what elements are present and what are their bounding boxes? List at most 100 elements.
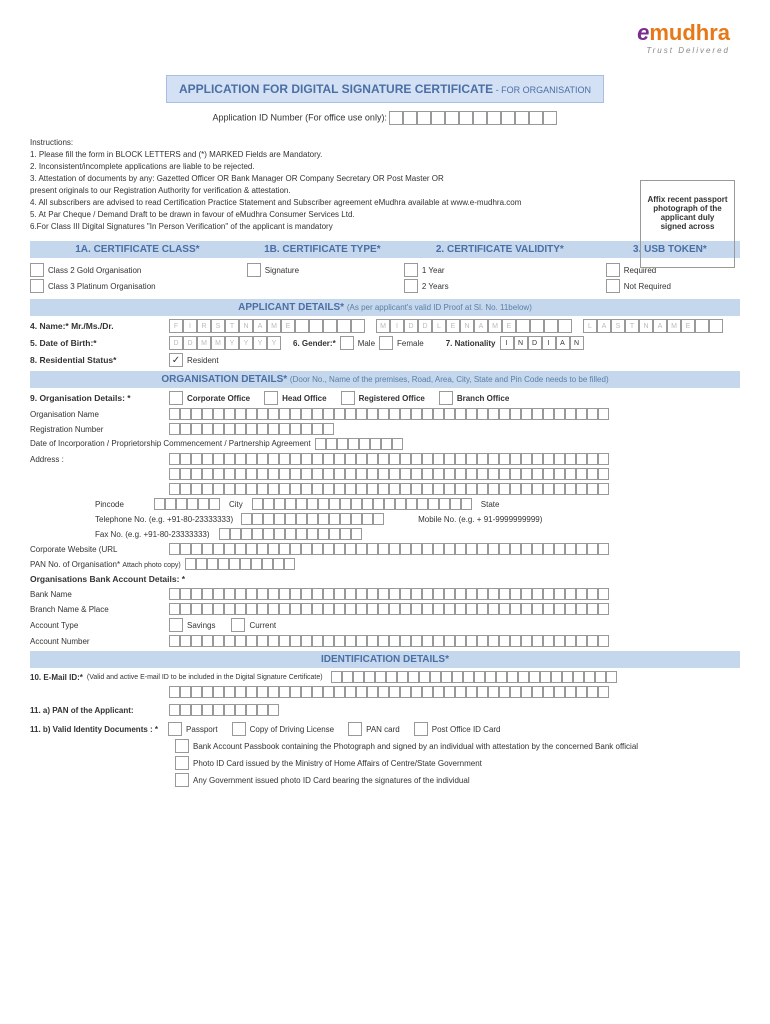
fax-boxes[interactable]	[219, 528, 362, 540]
reg-boxes[interactable]	[169, 423, 334, 435]
web-boxes[interactable]	[169, 543, 609, 555]
web-label: Corporate Website (URL	[30, 545, 165, 554]
checkbox[interactable]	[232, 722, 246, 736]
cert-validity-title: 2. CERTIFICATE VALIDITY*	[400, 241, 600, 258]
checkbox[interactable]	[404, 263, 418, 277]
cert-header: 1A. CERTIFICATE CLASS* 1B. CERTIFICATE T…	[30, 241, 740, 258]
first-name-boxes[interactable]: FIRSTNAME	[169, 319, 365, 333]
email-label: 10. E-Mail ID:*	[30, 673, 83, 682]
applicant-pan-label: 11. a) PAN of the Applicant:	[30, 706, 165, 715]
app-id-boxes[interactable]	[389, 111, 557, 125]
dob-boxes[interactable]: DDMMYYYY	[169, 336, 281, 350]
checkbox[interactable]	[175, 773, 189, 787]
org-details-label: 9. Organisation Details: *	[30, 393, 165, 403]
option-label: Not Required	[624, 282, 671, 291]
photo-box: Affix recent passport photograph of the …	[640, 180, 735, 268]
name-label: 4. Name:* Mr./Ms./Dr.	[30, 321, 165, 331]
checkbox[interactable]	[439, 391, 453, 405]
instruction-item: 1. Please fill the form in BLOCK LETTERS…	[30, 149, 740, 161]
option-label: 1 Year	[422, 266, 445, 275]
checkbox[interactable]	[175, 756, 189, 770]
email-boxes[interactable]	[331, 671, 617, 683]
checkbox[interactable]	[414, 722, 428, 736]
checkbox[interactable]	[231, 618, 245, 632]
office-type: Registered Office	[359, 394, 425, 403]
last-name-boxes[interactable]: LASTNAME	[583, 319, 723, 333]
doi-label: Date of Incorporation / Proprietorship C…	[30, 439, 311, 449]
branch-label: Branch Name & Place	[30, 605, 165, 614]
cert-class-col: Class 2 Gold Organisation Class 3 Platin…	[30, 261, 239, 295]
fax-label: Fax No. (e.g. +91-80-23333333)	[95, 530, 210, 539]
female-label: Female	[397, 339, 424, 348]
doc-opt: PAN card	[366, 725, 400, 734]
doi-boxes[interactable]	[315, 438, 403, 450]
checkbox[interactable]	[168, 722, 182, 736]
addr-boxes2[interactable]	[169, 468, 609, 480]
checkbox[interactable]	[341, 391, 355, 405]
middle-name-boxes[interactable]: MIDDLENAME	[376, 319, 572, 333]
checkbox[interactable]	[30, 263, 44, 277]
instructions-header: Instructions:	[30, 137, 740, 149]
dob-row: 5. Date of Birth:* DDMMYYYY 6. Gender:* …	[30, 336, 740, 350]
acct-num-boxes[interactable]	[169, 635, 609, 647]
bank-header: Organisations Bank Account Details: *	[30, 574, 740, 584]
office-type: Branch Office	[457, 394, 509, 403]
checkbox[interactable]	[606, 279, 620, 293]
checkbox[interactable]	[169, 618, 183, 632]
state-label: State	[481, 500, 500, 509]
email-boxes2[interactable]	[169, 686, 609, 698]
doc-opt: Copy of Driving License	[250, 725, 334, 734]
addr-boxes3[interactable]	[169, 483, 609, 495]
addr-boxes[interactable]	[169, 453, 609, 465]
option-label: 2 Years	[422, 282, 449, 291]
doc-opt: Post Office ID Card	[432, 725, 501, 734]
office-type: Head Office	[282, 394, 326, 403]
logo-tagline: Trust Delivered	[637, 46, 730, 55]
nationality-label: 7. Nationality	[446, 339, 496, 348]
bank-name-label: Bank Name	[30, 590, 165, 599]
org-pan-boxes[interactable]	[185, 558, 295, 570]
org-pan-label: PAN No. of Organisation* Attach photo co…	[30, 560, 181, 569]
checkbox[interactable]	[30, 279, 44, 293]
email-hint: (Valid and active E-mail ID to be includ…	[87, 674, 323, 681]
branch-boxes[interactable]	[169, 603, 609, 615]
city-boxes[interactable]	[252, 498, 472, 510]
instruction-item: 5. At Par Cheque / Demand Draft to be dr…	[30, 209, 740, 221]
instruction-item: 4. All subscribers are advised to read C…	[30, 197, 740, 209]
cert-type-col: Signature	[247, 261, 396, 295]
nationality-boxes[interactable]: INDIAN	[500, 336, 584, 350]
resident-label: Resident	[187, 356, 219, 365]
acct-type-label: Account Type	[30, 621, 165, 630]
tel-label: Telephone No. (e.g. +91-80-23333333)	[95, 515, 233, 524]
checkbox[interactable]	[404, 279, 418, 293]
option-label: Class 3 Platinum Organisation	[48, 282, 156, 291]
checkbox[interactable]: ✓	[169, 353, 183, 367]
title-banner: APPLICATION FOR DIGITAL SIGNATURE CERTIF…	[166, 75, 604, 103]
checkbox[interactable]	[379, 336, 393, 350]
checkbox[interactable]	[340, 336, 354, 350]
bank-name-boxes[interactable]	[169, 588, 609, 600]
checkbox[interactable]	[247, 263, 261, 277]
application-form: emudhraTrust Delivered APPLICATION FOR D…	[0, 0, 770, 1024]
checkbox[interactable]	[606, 263, 620, 277]
cert-type-title: 1B. CERTIFICATE TYPE*	[245, 241, 400, 258]
city-label: City	[229, 500, 243, 509]
doc-extra: Photo ID Card issued by the Ministry of …	[193, 759, 482, 768]
org-name-boxes[interactable]	[169, 408, 609, 420]
office-type: Corporate Office	[187, 394, 250, 403]
org-details-row: 9. Organisation Details: * Corporate Off…	[30, 391, 740, 405]
savings-label: Savings	[187, 621, 215, 630]
cert-validity-col: 1 Year 2 Years	[404, 261, 598, 295]
dob-label: 5. Date of Birth:*	[30, 338, 165, 348]
logo-e: e	[637, 20, 649, 45]
applicant-pan-boxes[interactable]	[169, 704, 279, 716]
tel-boxes[interactable]	[241, 513, 384, 525]
checkbox[interactable]	[264, 391, 278, 405]
pin-boxes[interactable]	[154, 498, 220, 510]
option-label: Class 2 Gold Organisation	[48, 266, 141, 275]
checkbox[interactable]	[175, 739, 189, 753]
checkbox[interactable]	[348, 722, 362, 736]
current-label: Current	[249, 621, 276, 630]
pin-label: Pincode	[95, 500, 150, 509]
checkbox[interactable]	[169, 391, 183, 405]
